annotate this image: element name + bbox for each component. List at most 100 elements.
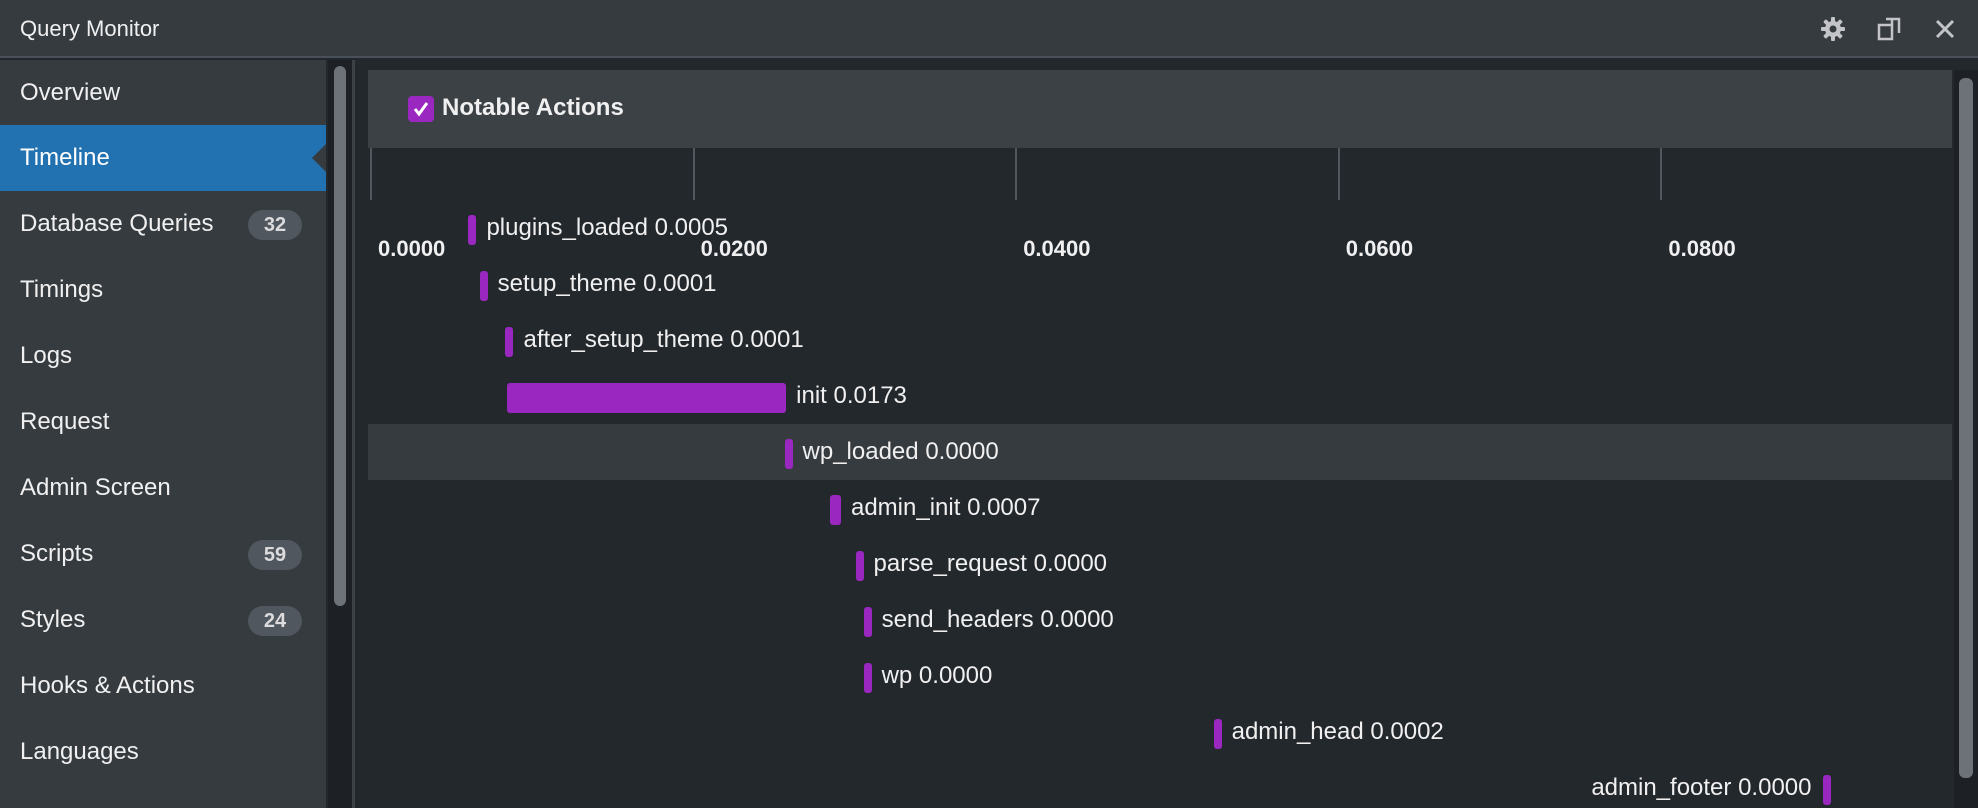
timeline-row[interactable]: wp_loaded 0.0000 [368, 424, 1952, 480]
sidebar-item-request[interactable]: Request [0, 389, 326, 455]
sidebar-item-label: Logs [20, 342, 73, 369]
timeline-bar-label: setup_theme 0.0001 [498, 270, 717, 298]
sidebar-item-label: Admin Screen [20, 474, 171, 501]
sidebar-item-timeline[interactable]: Timeline [0, 125, 326, 191]
action-name: admin_head [1231, 718, 1364, 745]
sidebar-item-hooks-actions[interactable]: Hooks & Actions [0, 653, 326, 719]
count-badge: 32 [248, 210, 302, 240]
timeline-bar [479, 271, 488, 301]
sidebar-item-database-queries[interactable]: Database Queries 32 [0, 191, 326, 257]
action-duration: 0.0002 [1370, 718, 1444, 745]
sidebar-item-label: Styles [20, 606, 86, 633]
timeline-filter-bar: Notable Actions [368, 70, 1952, 148]
dock-toggle-icon[interactable] [1872, 12, 1906, 46]
action-duration: 0.0173 [833, 382, 907, 409]
timeline-bar [505, 327, 514, 357]
axis-tick [1337, 148, 1340, 200]
timeline-bar-label: plugins_loaded 0.0005 [486, 214, 728, 242]
timeline-bar [507, 383, 787, 413]
timeline-row[interactable]: after_setup_theme 0.0001 [368, 312, 1952, 368]
notable-actions-checkbox[interactable] [408, 96, 434, 122]
sidebar-item-label: Database Queries [20, 210, 214, 237]
timeline-row[interactable]: send_headers 0.0000 [368, 592, 1952, 648]
timeline-row[interactable]: admin_init 0.0007 [368, 480, 1952, 536]
sidebar-item-label: Hooks & Actions [20, 672, 195, 699]
timeline-bar-label: wp_loaded 0.0000 [803, 438, 999, 466]
timeline-row[interactable]: admin_footer 0.0000 [368, 760, 1952, 808]
action-name: plugins_loaded [486, 214, 648, 241]
notable-actions-label: Notable Actions [442, 94, 624, 121]
count-badge: 24 [248, 606, 302, 636]
timeline-row[interactable]: init 0.0173 [368, 368, 1952, 424]
timeline-panel: Notable Actions 0.0000 0.0200 0.0400 0.0600… [368, 70, 1952, 808]
timeline-bar [863, 607, 872, 637]
timeline-bar-label: after_setup_theme 0.0001 [523, 326, 803, 354]
timeline-row[interactable]: plugins_loaded 0.0005 [368, 200, 1952, 256]
timeline-bar [468, 215, 477, 245]
sidebar-item-label: Timings [20, 276, 104, 303]
axis-tick [692, 148, 695, 200]
sidebar-item-admin-screen[interactable]: Admin Screen [0, 455, 326, 521]
timeline-bar [829, 495, 841, 525]
close-icon[interactable] [1928, 12, 1962, 46]
action-name: wp_loaded [802, 438, 919, 465]
axis-tick [370, 148, 372, 200]
timeline-row[interactable]: admin_head 0.0002 [368, 704, 1952, 760]
action-name: wp [881, 662, 913, 689]
sidebar-item-languages[interactable]: Languages [0, 719, 326, 785]
panel-divider [352, 60, 355, 808]
window-title: Query Monitor [20, 16, 160, 41]
timeline-axis: 0.0000 0.0200 0.0400 0.0600 0.0800 [368, 148, 1952, 278]
timeline-row[interactable]: parse_request 0.0000 [368, 536, 1952, 592]
main-scrollbar[interactable] [1954, 70, 1978, 808]
axis-tick [1015, 148, 1018, 200]
timeline-bar [863, 663, 872, 693]
action-duration: 0.0000 [1040, 606, 1114, 633]
axis-tick-label: 0.0200 [700, 236, 768, 261]
sidebar-item-scripts[interactable]: Scripts 59 [0, 521, 326, 587]
action-name: parse_request [873, 550, 1027, 577]
sidebar-scrollbar[interactable] [328, 60, 352, 808]
sidebar-item-label: Overview [20, 79, 121, 106]
sidebar-item-logs[interactable]: Logs [0, 323, 326, 389]
timeline-bar [1823, 775, 1832, 805]
action-duration: 0.0007 [967, 494, 1041, 521]
timeline-bar-label: admin_init 0.0007 [851, 494, 1040, 522]
sidebar-item-timings[interactable]: Timings [0, 257, 326, 323]
axis-tick-label: 0.0800 [1668, 236, 1736, 261]
axis-tick [1660, 148, 1663, 200]
sidebar-item-label: Request [20, 408, 110, 435]
main-scrollbar-thumb[interactable] [1959, 78, 1973, 778]
action-duration: 0.0001 [643, 270, 717, 297]
timeline-bar [1213, 719, 1222, 749]
timeline-bar-label: admin_footer 0.0000 [1591, 774, 1811, 802]
action-duration: 0.0001 [730, 326, 804, 353]
timeline-row[interactable]: setup_theme 0.0001 [368, 256, 1952, 312]
action-duration: 0.0000 [1033, 550, 1108, 577]
axis-tick-label: 0.0000 [378, 236, 446, 261]
timeline-bar-label: parse_request 0.0000 [874, 550, 1108, 578]
count-badge: 59 [248, 540, 302, 570]
sidebar-scrollbar-thumb[interactable] [334, 66, 346, 606]
checkmark-icon [413, 102, 429, 117]
action-name: setup_theme [497, 270, 637, 297]
timeline-row[interactable]: wp 0.0000 [368, 648, 1952, 704]
sidebar-item-label: Scripts [20, 540, 94, 567]
action-name: init [796, 382, 827, 409]
axis-tick-label: 0.0600 [1345, 236, 1414, 261]
action-name: send_headers [881, 606, 1034, 633]
sidebar-item-styles[interactable]: Styles 24 [0, 587, 326, 653]
timeline-bar [784, 439, 793, 469]
axis-tick-label: 0.0400 [1023, 236, 1091, 261]
timeline-bar [855, 551, 864, 581]
gear-icon[interactable] [1816, 12, 1850, 46]
sidebar-item-overview[interactable]: Overview [0, 60, 326, 126]
title-bar: Query Monitor [0, 0, 1978, 58]
timeline-bar-label: send_headers 0.0000 [882, 606, 1114, 634]
action-duration: 0.0000 [1738, 774, 1812, 801]
timeline-bar-label: init 0.0173 [796, 382, 907, 410]
action-name: admin_init [850, 494, 961, 521]
action-duration: 0.0005 [654, 214, 729, 241]
sidebar-item-label: Timeline [20, 144, 110, 171]
action-name: after_setup_theme [523, 326, 724, 353]
